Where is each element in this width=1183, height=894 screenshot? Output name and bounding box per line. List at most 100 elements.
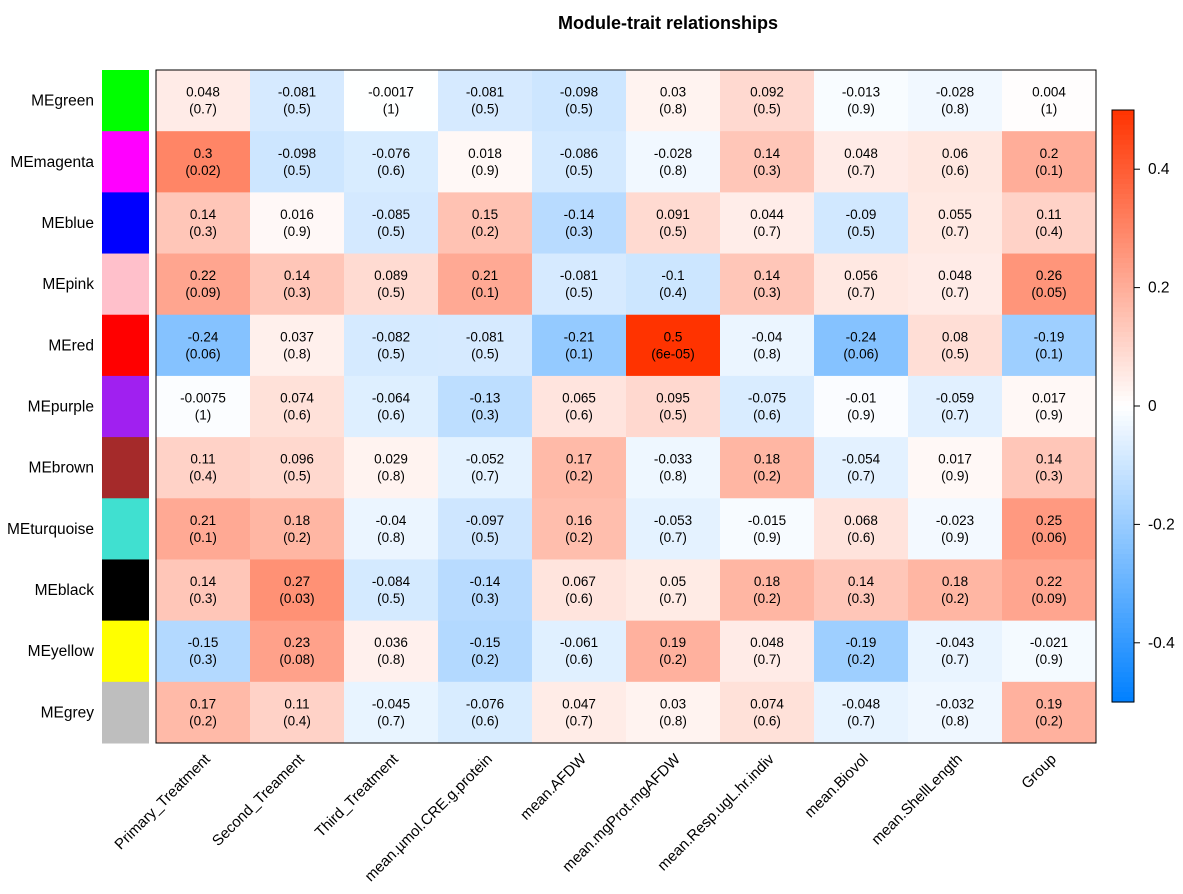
legend-gradient-step bbox=[1112, 361, 1134, 368]
column-label: Third_Treatment bbox=[312, 750, 403, 841]
legend-gradient-step bbox=[1112, 114, 1134, 121]
legend-gradient-step bbox=[1112, 119, 1134, 126]
legend-gradient-step bbox=[1112, 169, 1134, 175]
cell-correlation: 0.06 bbox=[942, 146, 968, 161]
module-color-bar bbox=[102, 681, 149, 744]
cell-pvalue: (0.7) bbox=[847, 163, 875, 178]
cell-pvalue: (0.5) bbox=[565, 102, 593, 117]
module-color-bar bbox=[102, 314, 149, 377]
legend-gradient-step bbox=[1112, 129, 1134, 136]
heatmap-cell bbox=[814, 620, 909, 683]
legend-gradient-step bbox=[1112, 657, 1134, 664]
cell-correlation: 0.18 bbox=[754, 574, 780, 589]
legend-gradient-step bbox=[1112, 322, 1134, 328]
cell-pvalue: (0.7) bbox=[847, 285, 875, 300]
heatmap-cell bbox=[344, 253, 439, 316]
heatmap-cell bbox=[344, 375, 439, 438]
cell-correlation: 0.03 bbox=[660, 696, 686, 711]
heatmap-cell bbox=[720, 559, 815, 622]
heatmap-cell bbox=[438, 681, 533, 744]
heatmap-cell bbox=[908, 559, 1003, 622]
legend-gradient-step bbox=[1112, 519, 1134, 525]
legend-gradient-step bbox=[1112, 110, 1134, 116]
legend-gradient-step bbox=[1112, 583, 1134, 590]
cell-pvalue: (0.9) bbox=[1035, 652, 1063, 667]
heatmap-cell bbox=[908, 131, 1003, 193]
cell-pvalue: (0.7) bbox=[753, 652, 781, 667]
cell-pvalue: (0.1) bbox=[1035, 163, 1063, 178]
cell-pvalue: (0.5) bbox=[659, 408, 687, 423]
cell-correlation: 0.067 bbox=[562, 574, 596, 589]
cell-correlation: -0.059 bbox=[936, 391, 974, 406]
row-label: MEbrown bbox=[29, 460, 94, 477]
heatmap-cell bbox=[532, 620, 627, 683]
legend-gradient-step bbox=[1112, 509, 1134, 516]
cell-pvalue: (0.5) bbox=[471, 346, 499, 361]
legend-gradient-step bbox=[1112, 203, 1134, 210]
cell-pvalue: (0.5) bbox=[941, 346, 969, 361]
heatmap-cell bbox=[720, 70, 815, 132]
legend-gradient-step bbox=[1112, 687, 1134, 693]
heatmap-cell bbox=[1002, 192, 1097, 255]
cell-pvalue: (0.7) bbox=[753, 224, 781, 239]
legend-gradient-step bbox=[1112, 514, 1134, 521]
legend-gradient-step bbox=[1112, 134, 1134, 141]
legend-gradient-step bbox=[1112, 603, 1134, 609]
legend-gradient-step bbox=[1112, 282, 1134, 289]
legend-gradient-step bbox=[1112, 652, 1134, 659]
legend-gradient-step bbox=[1112, 317, 1134, 323]
heatmap-cell bbox=[1002, 70, 1097, 132]
legend-gradient-step bbox=[1112, 415, 1134, 422]
cell-pvalue: (0.8) bbox=[659, 102, 687, 117]
cell-pvalue: (0.5) bbox=[847, 224, 875, 239]
cell-pvalue: (0.6) bbox=[283, 408, 311, 423]
cell-correlation: -0.075 bbox=[748, 391, 786, 406]
legend-gradient-step bbox=[1112, 588, 1134, 595]
legend-gradient-step bbox=[1112, 371, 1134, 377]
cell-correlation: -0.13 bbox=[470, 391, 501, 406]
cell-correlation: 0.074 bbox=[280, 391, 314, 406]
legend-gradient-step bbox=[1112, 623, 1134, 629]
legend-gradient-step bbox=[1112, 336, 1134, 343]
cell-correlation: 0.044 bbox=[750, 207, 784, 222]
cell-pvalue: (0.9) bbox=[1035, 408, 1063, 423]
legend-tick-label: 0.2 bbox=[1148, 280, 1170, 297]
heatmap-cell bbox=[1002, 314, 1097, 377]
cell-pvalue: (0.4) bbox=[1035, 224, 1063, 239]
legend-gradient-step bbox=[1112, 697, 1134, 703]
cell-pvalue: (0.9) bbox=[941, 530, 969, 545]
cell-correlation: -0.15 bbox=[188, 635, 219, 650]
legend-gradient-step bbox=[1112, 351, 1134, 358]
cell-correlation: 0.048 bbox=[844, 146, 878, 161]
cell-pvalue: (0.2) bbox=[753, 591, 781, 606]
cell-correlation: -0.076 bbox=[372, 146, 410, 161]
cell-pvalue: (0.5) bbox=[283, 102, 311, 117]
heatmap-cell bbox=[344, 498, 439, 560]
legend-gradient-step bbox=[1112, 193, 1134, 200]
cell-pvalue: (0.2) bbox=[471, 652, 499, 667]
cell-correlation: 0.11 bbox=[1036, 207, 1061, 222]
cell-correlation: 0.047 bbox=[562, 696, 596, 711]
legend-gradient-step bbox=[1112, 154, 1134, 160]
legend-gradient-step bbox=[1112, 248, 1134, 254]
cell-pvalue: (0.7) bbox=[941, 224, 969, 239]
heatmap-cell bbox=[438, 131, 533, 193]
legend-gradient-step bbox=[1112, 356, 1134, 363]
cell-pvalue: (0.7) bbox=[941, 408, 969, 423]
heatmap-cell bbox=[344, 131, 439, 193]
cell-correlation: -0.023 bbox=[936, 513, 974, 528]
cell-correlation: 0.21 bbox=[190, 513, 216, 528]
cell-pvalue: (0.9) bbox=[753, 530, 781, 545]
legend-gradient-step bbox=[1112, 692, 1134, 698]
cell-correlation: 0.017 bbox=[938, 452, 972, 467]
cell-pvalue: (0.2) bbox=[471, 224, 499, 239]
cell-pvalue: (0.9) bbox=[847, 408, 875, 423]
cell-correlation: 0.14 bbox=[754, 268, 781, 283]
cell-correlation: 0.26 bbox=[1036, 268, 1062, 283]
legend-gradient-step bbox=[1112, 253, 1134, 259]
legend-gradient-step bbox=[1112, 302, 1134, 308]
cell-correlation: -0.082 bbox=[372, 329, 410, 344]
cell-correlation: -0.0075 bbox=[180, 391, 226, 406]
legend-gradient-step bbox=[1112, 450, 1134, 456]
legend-gradient-step bbox=[1112, 568, 1134, 575]
